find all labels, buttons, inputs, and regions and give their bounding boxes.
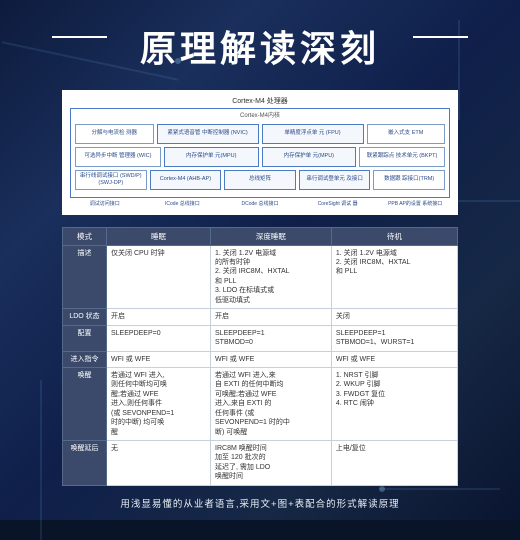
mode-table: 模式睡眠深度睡眠待机 描述仅关闭 CPU 时钟1. 关闭 1.2V 电源域 的所… (62, 227, 458, 486)
dg-bottom-label: 调试访问接口 (70, 201, 140, 207)
diagram-title: Cortex-M4 处理器 (70, 98, 450, 106)
row-label: 进入指令 (63, 351, 107, 367)
table-row: 描述仅关闭 CPU 时钟1. 关闭 1.2V 电源域 的所有时钟 2. 关闭 I… (63, 245, 458, 309)
table-row: 配置SLEEPDEEP=0SLEEPDEEP=1 STBMOD=0SLEEPDE… (63, 325, 458, 351)
table-cell: 若通过 WFI 进入,来 自 EXTI 的任何中断均 可唤醒;若通过 WFE 进… (211, 367, 332, 440)
table-cell: 无 (107, 441, 211, 486)
table-cell: 若通过 WFI 进入, 则任何中断均可唤 醒;若通过 WFE 进入,则任何事件 … (107, 367, 211, 440)
table-header: 待机 (331, 227, 457, 245)
dg-box: 单精度浮点单 元 (FPU) (262, 124, 364, 144)
block-diagram: Cortex-M4 处理器 Cortex-M4内核 分解与电流检 测器 紧紧式语… (62, 90, 458, 215)
caption: 用浅显易懂的从业者语言,采用文+图+表配合的形式解读原理 (62, 496, 458, 510)
dg-box: Cortex-M4 (AHB-AP) (150, 170, 222, 190)
table-cell: 1. NRST 引脚 2. WKUP 引脚 3. FWDGT 复位 4. RTC… (331, 367, 457, 440)
dg-box: 内存保护单 元(MPU) (262, 147, 357, 167)
dg-bottom-label: ICode 总线接口 (148, 201, 218, 207)
table-cell: 开启 (211, 309, 332, 325)
dg-box: 串行调试登单元 及接口 (299, 170, 371, 190)
table-cell: 上电/复位 (331, 441, 457, 486)
dg-box: 内存保护单 元(MPU) (164, 147, 259, 167)
table-cell: 关闭 (331, 309, 457, 325)
row-label: LDO 状态 (63, 309, 107, 325)
main-title: 原理解读深刻 (0, 0, 520, 72)
dg-box: 嵌入式支 ETM (367, 124, 446, 144)
table-cell: IRC8M 唤醒时间 加至 120 批次的 延迟了, 需加 LDO 唤醒时间 (211, 441, 332, 486)
dg-box: 数据跟 踪接口(TRM) (373, 170, 445, 190)
row-label: 唤醒延后 (63, 441, 107, 486)
dg-box: 串行线调试接口 (SWD/P) (SWJ-DP) (75, 170, 147, 190)
table-cell: 开启 (107, 309, 211, 325)
table-cell: WFI 或 WFE (107, 351, 211, 367)
table-cell: 1. 关闭 1.2V 电源域 的所有时钟 2. 关闭 IRC8M、HXTAL 和… (211, 245, 332, 309)
table-cell: SLEEPDEEP=0 (107, 325, 211, 351)
table-row: 唤醒延后无IRC8M 唤醒时间 加至 120 批次的 延迟了, 需加 LDO 唤… (63, 441, 458, 486)
row-label: 描述 (63, 245, 107, 309)
table-row: 唤醒若通过 WFI 进入, 则任何中断均可唤 醒;若通过 WFE 进入,则任何事… (63, 367, 458, 440)
dg-box: 联紧跟踪点 技术单元 (BKPT) (359, 147, 445, 167)
dg-bottom-label: PPB AP的设置 系统接口 (380, 201, 450, 207)
table-cell: 仅关闭 CPU 时钟 (107, 245, 211, 309)
table-cell: SLEEPDEEP=1 STBMOD=0 (211, 325, 332, 351)
diagram-subtitle: Cortex-M4内核 (75, 113, 445, 120)
table-cell: 1. 关闭 1.2V 电源域 2. 关闭 IRC8M、HXTAL 和 PLL (331, 245, 457, 309)
table-row: LDO 状态开启开启关闭 (63, 309, 458, 325)
dg-box: 分解与电流检 测器 (75, 124, 154, 144)
table-header: 睡眠 (107, 227, 211, 245)
dg-box: 可选异步中断 管理器 (WIC) (75, 147, 161, 167)
table-cell: SLEEPDEEP=1 STBMOD=1、WURST=1 (331, 325, 457, 351)
dg-box: 紧紧式语音管 中断控制器 (NVIC) (157, 124, 259, 144)
row-label: 配置 (63, 325, 107, 351)
table-header: 模式 (63, 227, 107, 245)
dg-bottom-label: DCode 总线接口 (225, 201, 295, 207)
dg-box: 总线矩阵 (224, 170, 296, 190)
table-cell: WFI 或 WFE (331, 351, 457, 367)
dg-bottom-label: CoreSight 调试 器 (303, 201, 373, 207)
table-row: 进入指令WFI 或 WFEWFI 或 WFEWFI 或 WFE (63, 351, 458, 367)
content-area: Cortex-M4 处理器 Cortex-M4内核 分解与电流检 测器 紧紧式语… (0, 72, 520, 510)
table-header: 深度睡眠 (211, 227, 332, 245)
row-label: 唤醒 (63, 367, 107, 440)
table-cell: WFI 或 WFE (211, 351, 332, 367)
